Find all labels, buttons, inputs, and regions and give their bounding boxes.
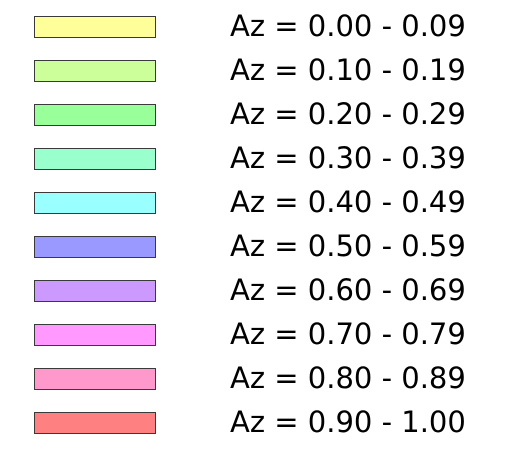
legend-swatch — [34, 148, 156, 170]
legend-label: Az = 0.60 - 0.69 — [230, 273, 466, 307]
legend-swatch — [34, 192, 156, 214]
legend-item: Az = 0.10 - 0.19 — [0, 52, 528, 92]
legend-item: Az = 0.40 - 0.49 — [0, 184, 528, 224]
legend-label: Az = 0.10 - 0.19 — [230, 53, 466, 87]
legend-swatch — [34, 16, 156, 38]
legend-swatch — [34, 104, 156, 126]
legend-item: Az = 0.00 - 0.09 — [0, 8, 528, 48]
legend-item: Az = 0.70 - 0.79 — [0, 316, 528, 356]
legend-swatch — [34, 280, 156, 302]
legend-item: Az = 0.60 - 0.69 — [0, 272, 528, 312]
legend-label: Az = 0.40 - 0.49 — [230, 185, 466, 219]
legend-label: Az = 0.00 - 0.09 — [230, 9, 466, 43]
legend-swatch — [34, 324, 156, 346]
legend-label: Az = 0.30 - 0.39 — [230, 141, 466, 175]
legend-swatch — [34, 60, 156, 82]
legend-swatch — [34, 236, 156, 258]
legend-label: Az = 0.50 - 0.59 — [230, 229, 466, 263]
legend-item: Az = 0.90 - 1.00 — [0, 404, 528, 444]
legend-label: Az = 0.70 - 0.79 — [230, 317, 466, 351]
legend-item: Az = 0.50 - 0.59 — [0, 228, 528, 268]
legend-item: Az = 0.80 - 0.89 — [0, 360, 528, 400]
legend-swatch — [34, 368, 156, 390]
legend-label: Az = 0.80 - 0.89 — [230, 361, 466, 395]
legend-label: Az = 0.20 - 0.29 — [230, 97, 466, 131]
legend-item: Az = 0.20 - 0.29 — [0, 96, 528, 136]
legend-label: Az = 0.90 - 1.00 — [230, 405, 466, 439]
legend-swatch — [34, 412, 156, 434]
legend-item: Az = 0.30 - 0.39 — [0, 140, 528, 180]
